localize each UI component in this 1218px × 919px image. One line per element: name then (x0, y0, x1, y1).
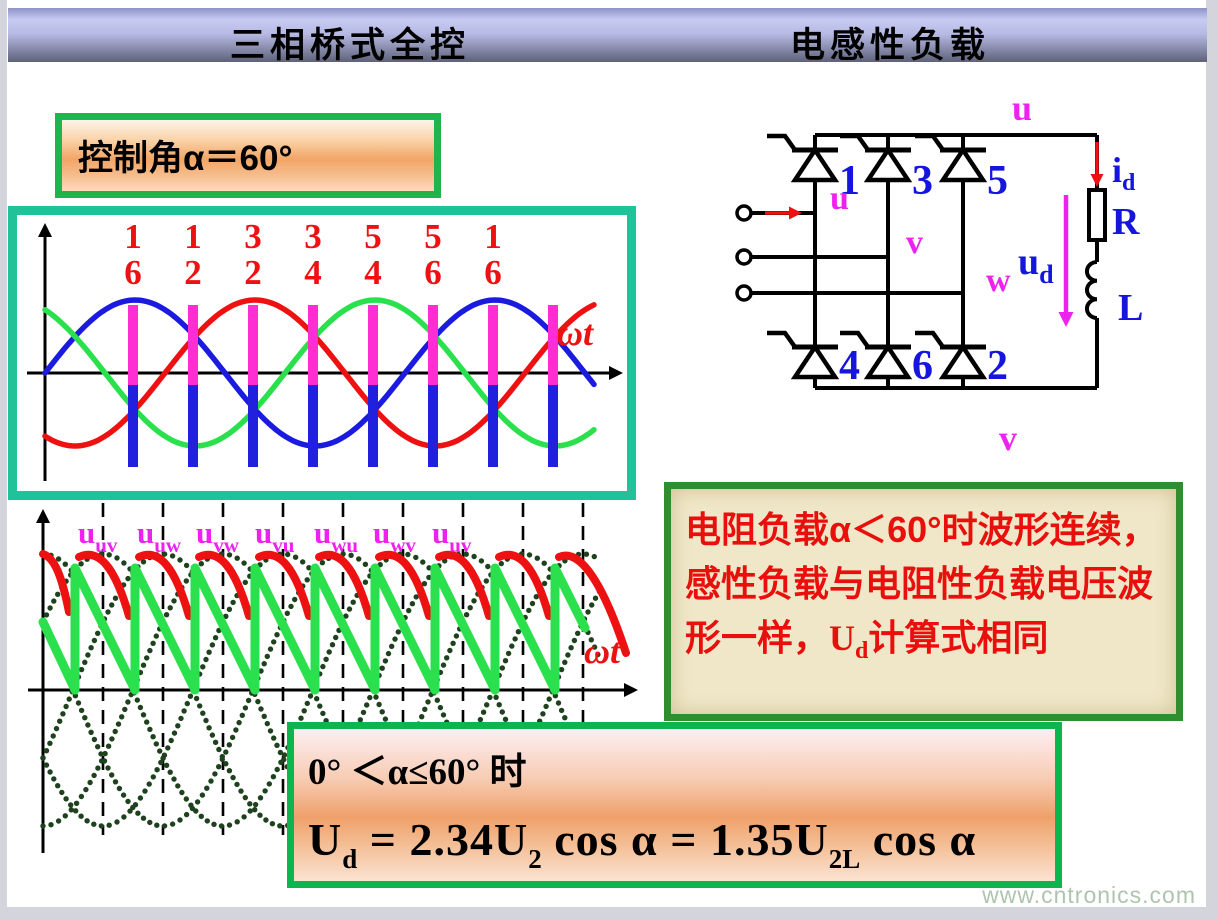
left-edge (0, 0, 7, 919)
control-angle-text: 控制角α＝60° (78, 139, 293, 178)
svg-text:1: 1 (484, 217, 502, 256)
note-ud-symbol: U (829, 618, 856, 658)
bridge-circuit-diagram: 1 3 5 4 6 2 u v u v w id R Lud (735, 88, 1143, 458)
firing-pulses (128, 305, 558, 467)
svg-text:5: 5 (987, 158, 1008, 204)
header-bar: 三相桥式全控 电感性负载 (8, 8, 1207, 65)
note-ud-subscript: d (855, 638, 869, 664)
phase-voltage-chart-frame: 1 6 1 2 3 2 3 4 5 4 5 6 1 6 ωt (8, 206, 636, 500)
header-title-left: 三相桥式全控 (230, 26, 471, 65)
svg-text:4: 4 (364, 253, 382, 292)
svg-text:v: v (999, 418, 1017, 458)
svg-text:v: v (906, 224, 923, 261)
svg-text:6: 6 (124, 253, 142, 292)
formula-condition: 0° ＜α≤60° 时 (308, 752, 527, 793)
current-label: id (1112, 150, 1136, 196)
svg-text:u: u (1012, 88, 1032, 128)
svg-text:2: 2 (184, 253, 202, 292)
svg-text:uuw: uuw (137, 515, 182, 557)
svg-text:uwu: uwu (314, 515, 358, 557)
svg-text:ωt: ωt (584, 631, 621, 671)
thyristor-symbol (767, 133, 840, 183)
svg-text:uwv: uwv (373, 515, 416, 557)
svg-text:1: 1 (184, 217, 202, 256)
thyristor-symbol (840, 330, 913, 380)
svg-text:u: u (830, 180, 849, 217)
svg-text:uvu: uvu (255, 515, 295, 557)
note-text-post: 计算式相同 (868, 617, 1049, 658)
note-box: 电阻负载α＜60°时波形连续，感性负载与电阻性负载电压波形一样，Ud计算式相同 (664, 482, 1183, 721)
svg-text:1: 1 (839, 158, 860, 204)
thyristor-symbol (840, 133, 913, 183)
watermark: www.cntronics.com (982, 882, 1196, 908)
svg-text:1: 1 (124, 217, 142, 256)
thyristor-symbol (915, 133, 988, 183)
right-edge (1206, 0, 1218, 919)
header-title-right: 电感性负载 (790, 26, 991, 65)
line-voltage-labels: uuv uuw uvw uvu uwu uwv uuv (78, 515, 472, 557)
svg-text:uvw: uvw (196, 515, 240, 557)
bottom-edge (0, 907, 1218, 919)
thyristor-symbol (767, 330, 840, 380)
svg-text:4: 4 (304, 253, 322, 292)
rectified-output-wave (38, 563, 590, 695)
svg-text:2: 2 (244, 253, 262, 292)
input-terminal (735, 204, 753, 222)
svg-text:6: 6 (484, 253, 502, 292)
input-terminal (735, 284, 753, 302)
output-voltage-label: ud (1018, 241, 1054, 289)
svg-text:uuv: uuv (78, 515, 118, 557)
note-text-pre: 电阻负载α＜60°时波形连续，感性负载与电阻性负载电压波形一样， (685, 509, 1158, 658)
svg-text:5: 5 (364, 217, 382, 256)
svg-text:3: 3 (912, 158, 933, 204)
svg-text:L: L (1118, 287, 1143, 329)
svg-text:4: 4 (839, 343, 860, 389)
input-terminal (735, 248, 753, 266)
red-envelope-arcs (39, 550, 630, 657)
svg-text:6: 6 (912, 343, 933, 389)
svg-text:5: 5 (424, 217, 442, 256)
svg-text:uuv: uuv (432, 515, 472, 557)
inductor-symbol (1084, 260, 1098, 320)
svg-text:R: R (1112, 201, 1140, 243)
svg-text:2: 2 (987, 343, 1008, 389)
control-angle-box: 控制角α＝60° (55, 113, 441, 198)
svg-text:3: 3 (244, 217, 262, 256)
formula-expression: Ud = 2.34U2 cos α = 1.35U2L cos α (308, 814, 977, 874)
svg-text:3: 3 (304, 217, 322, 256)
svg-text:w: w (986, 262, 1011, 299)
svg-text:6: 6 (424, 253, 442, 292)
formula-box: 0° ＜α≤60° 时 Ud = 2.34U2 cos α = 1.35U2L … (287, 722, 1062, 888)
resistor-symbol (1087, 188, 1107, 242)
thyristor-symbol (915, 330, 988, 380)
svg-text:ωt: ωt (557, 313, 594, 353)
